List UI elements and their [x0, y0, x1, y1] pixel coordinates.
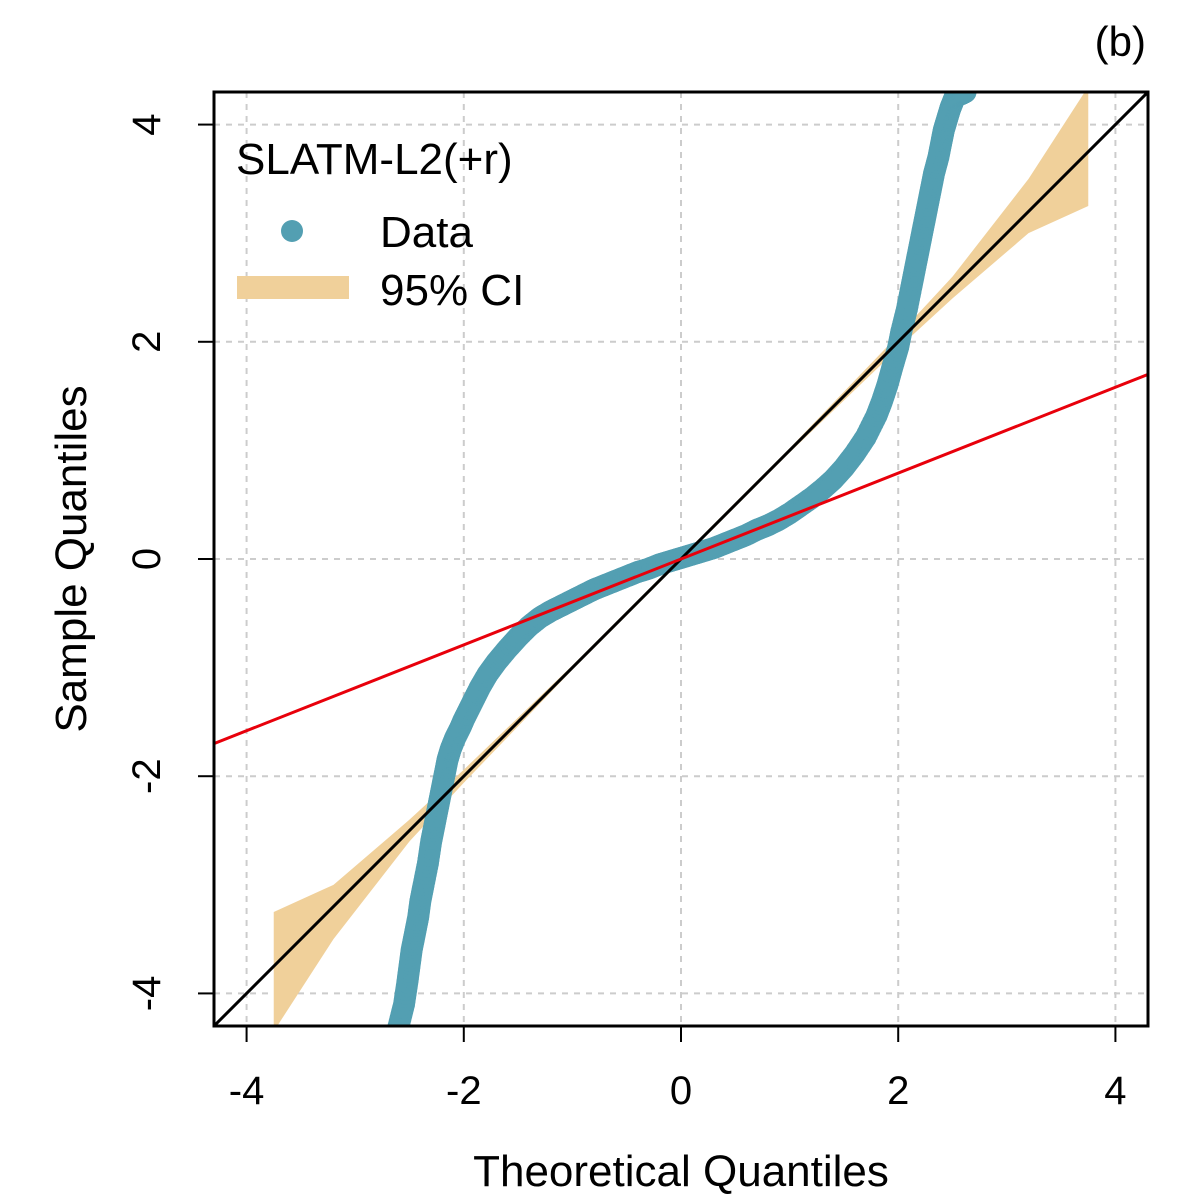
reference-lines-layer	[214, 92, 1148, 1026]
panel-label: (b)	[1095, 18, 1146, 65]
x-tick-label: 2	[887, 1069, 909, 1113]
legend-ci-label: 95% CI	[380, 266, 524, 315]
x-tick-label: -4	[229, 1069, 265, 1113]
y-tick-label: 0	[125, 548, 169, 570]
legend: SLATM-L2(+r) Data 95% CI	[236, 135, 524, 315]
x-tick-label: -2	[446, 1069, 482, 1113]
x-axis: -4 -2 0 2 4	[229, 1026, 1127, 1113]
x-tick-label: 0	[670, 1069, 692, 1113]
fit-line	[214, 372, 1148, 746]
legend-title: SLATM-L2(+r)	[236, 135, 513, 184]
data-point	[954, 92, 977, 103]
x-tick-label: 4	[1104, 1069, 1126, 1113]
legend-data-label: Data	[380, 208, 473, 257]
y-tick-label: -2	[125, 758, 169, 794]
x-axis-title: Theoretical Quantiles	[473, 1147, 889, 1196]
legend-ci-swatch	[237, 276, 349, 299]
legend-data-marker	[281, 220, 303, 242]
y-tick-label: 4	[125, 113, 169, 135]
y-tick-label: -4	[125, 976, 169, 1012]
y-tick-label: 2	[125, 331, 169, 353]
y-axis: -4 -2 0 2 4	[125, 113, 214, 1011]
y-axis-title: Sample Quantiles	[47, 385, 96, 732]
